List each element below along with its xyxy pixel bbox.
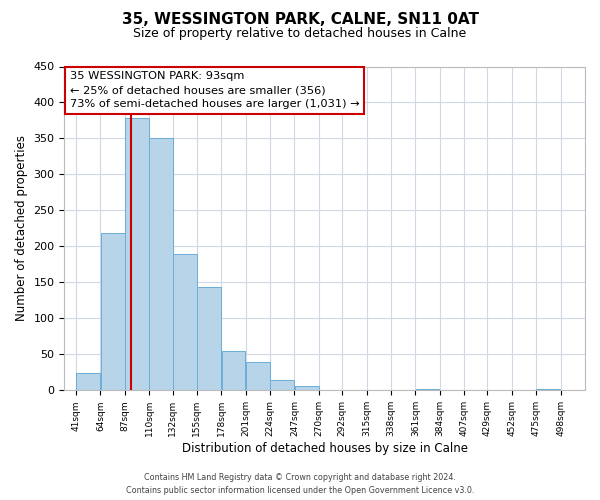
Text: 35 WESSINGTON PARK: 93sqm
← 25% of detached houses are smaller (356)
73% of semi: 35 WESSINGTON PARK: 93sqm ← 25% of detac… <box>70 72 359 110</box>
Bar <box>416 389 439 390</box>
Y-axis label: Number of detached properties: Number of detached properties <box>15 136 28 322</box>
Bar <box>149 138 173 390</box>
Bar <box>246 362 270 390</box>
Bar <box>76 373 100 390</box>
Bar <box>125 118 149 390</box>
Bar <box>221 352 245 391</box>
Bar <box>101 234 125 390</box>
Bar <box>536 389 560 390</box>
X-axis label: Distribution of detached houses by size in Calne: Distribution of detached houses by size … <box>182 442 468 455</box>
Text: Size of property relative to detached houses in Calne: Size of property relative to detached ho… <box>133 28 467 40</box>
Text: Contains HM Land Registry data © Crown copyright and database right 2024.
Contai: Contains HM Land Registry data © Crown c… <box>126 474 474 495</box>
Bar <box>197 288 221 391</box>
Bar <box>173 254 197 390</box>
Text: 35, WESSINGTON PARK, CALNE, SN11 0AT: 35, WESSINGTON PARK, CALNE, SN11 0AT <box>121 12 479 28</box>
Bar <box>295 386 319 390</box>
Bar <box>271 380 294 390</box>
